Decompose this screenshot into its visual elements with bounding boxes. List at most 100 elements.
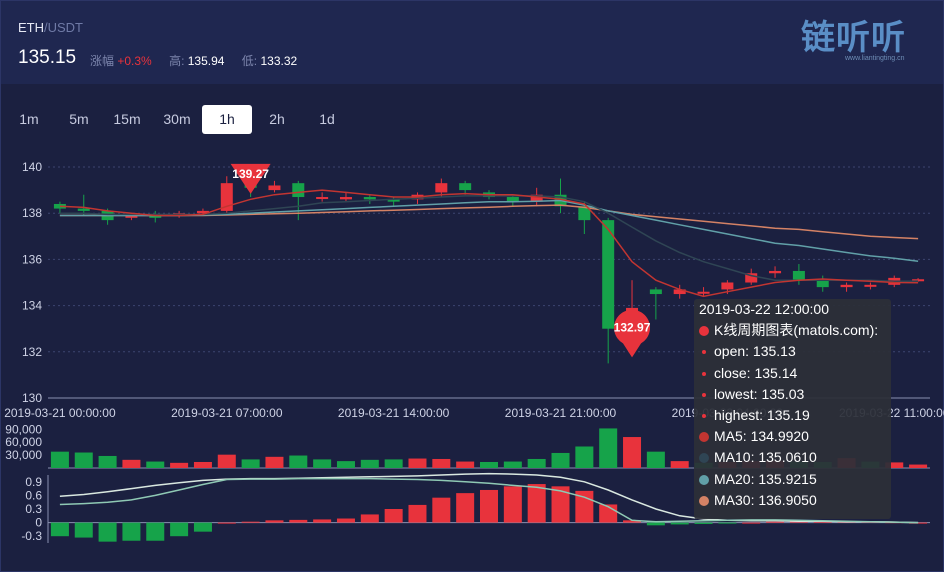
volume-bar <box>480 461 498 468</box>
time-axis-label: 2019-03-21 00:00:00 <box>4 406 116 420</box>
tooltip-ma30: MA30: 136.9050 <box>699 490 891 511</box>
price-axis-label: 132 <box>22 345 42 359</box>
macd-bar <box>360 514 379 523</box>
tooltip-title: 2019-03-22 12:00:00 <box>699 301 829 317</box>
candle-body <box>769 270 782 274</box>
tab-15m[interactable]: 15m <box>113 111 141 127</box>
volume-bar <box>241 459 260 468</box>
candle-body <box>268 185 281 191</box>
volume-bar <box>336 461 355 468</box>
candle-body <box>506 197 519 202</box>
volume-bar <box>885 462 904 468</box>
volume-bar <box>265 456 284 468</box>
macd-axis-label: 0 <box>35 516 42 530</box>
macd-bar <box>503 486 522 523</box>
candle-body <box>196 210 209 214</box>
volume-axis-label: 30,000 <box>5 448 42 462</box>
macd-bar <box>98 522 117 542</box>
candle-body <box>578 206 591 221</box>
tooltip-open: open: 135.13 <box>699 341 891 362</box>
ma5-line <box>59 189 919 298</box>
tooltip-ma5-text: MA5: 134.9920 <box>714 428 809 445</box>
brand-logo: 链听听 www.liantingting.cn <box>801 21 933 69</box>
min-price-label: 132.97 <box>614 320 651 334</box>
volume-axis-label: 90,000 <box>5 422 42 436</box>
candle-body <box>816 280 829 288</box>
volume-bar <box>408 458 427 468</box>
min-price-pin-icon <box>614 309 651 358</box>
macd-bar <box>670 522 689 525</box>
tooltip-ma30-text: MA30: 136.9050 <box>714 491 817 508</box>
candle-body <box>912 279 925 282</box>
macd-bar <box>217 522 236 524</box>
tab-2h[interactable]: 2h <box>269 111 285 127</box>
header: ETH/USDT 135.15 涨幅 +0.3% 高: 135.94 低: 13… <box>1 1 943 84</box>
macd-bar <box>480 489 498 523</box>
candle-body <box>721 282 734 290</box>
macd-bar <box>241 521 260 523</box>
bullet-icon <box>702 392 706 397</box>
macd-bar <box>408 504 427 523</box>
macd-bar <box>527 484 546 523</box>
volume-bar <box>909 464 928 468</box>
volume-bar <box>503 461 522 468</box>
logo-url: www.liantingting.cn <box>845 55 905 62</box>
macd-bar <box>432 497 451 523</box>
volume-bar <box>456 461 475 468</box>
volume-bar <box>575 446 594 468</box>
tooltip-ma5: MA5: 134.9920 <box>699 426 891 447</box>
volume-bar <box>432 458 451 468</box>
macd-bar <box>718 522 737 524</box>
candle-body <box>435 183 448 193</box>
price-axis-label: 136 <box>22 252 42 266</box>
candle-body <box>864 284 877 287</box>
tab-1m[interactable]: 1m <box>19 111 39 127</box>
tab-1d[interactable]: 1d <box>319 111 335 127</box>
tooltip-ma10-text: MA10: 135.0610 <box>714 449 817 466</box>
volume-bar <box>122 459 141 468</box>
bullet-icon <box>702 350 706 355</box>
macd-bar <box>170 522 189 537</box>
candle-body <box>673 289 686 295</box>
time-axis-label: 2019-03-21 21:00:00 <box>505 406 617 420</box>
tab-5m[interactable]: 5m <box>69 111 89 127</box>
tooltip-close: close: 135.14 <box>699 363 891 384</box>
tab-1h[interactable]: 1h <box>202 105 252 134</box>
time-axis-label: 2019-03-21 14:00:00 <box>338 406 450 420</box>
macd-bar <box>122 522 141 541</box>
macd-bar <box>193 522 212 532</box>
candle-body <box>149 215 162 218</box>
tooltip-close-text: close: 135.14 <box>714 364 798 381</box>
candle-body <box>745 273 758 283</box>
volume-bar <box>98 455 117 468</box>
candle-body <box>530 194 543 202</box>
ma30-dot-icon <box>699 495 709 506</box>
series-dot-icon <box>699 326 709 337</box>
macd-bar <box>456 493 475 523</box>
tooltip-series: K线周期图表(matols.com): <box>699 320 891 341</box>
candle-body <box>840 284 853 288</box>
bullet-icon <box>702 371 706 376</box>
high-value: 135.94 <box>187 54 225 68</box>
bullet-icon <box>702 413 706 418</box>
change-label: 涨幅 <box>90 54 115 68</box>
macd-bar <box>694 522 713 524</box>
price-axis-label: 130 <box>22 391 42 405</box>
logo-text: 链听听 <box>801 19 906 57</box>
candle-body <box>792 270 805 281</box>
volume-bar <box>170 462 189 468</box>
candle-body <box>363 197 376 200</box>
tab-30m[interactable]: 30m <box>163 111 191 127</box>
macd-bar <box>313 519 332 523</box>
price-axis-label: 140 <box>22 160 42 174</box>
volume-bar <box>313 459 332 468</box>
candle-body <box>649 289 662 295</box>
ma20-line <box>59 199 919 262</box>
macd-axis-label: 0.9 <box>25 475 42 489</box>
volume-bar <box>599 428 618 468</box>
candle-body <box>77 208 90 211</box>
chart-tooltip: 2019-03-22 12:00:00 K线周期图表(matols.com): … <box>694 299 891 519</box>
tooltip-lowest-text: lowest: 135.03 <box>714 385 805 402</box>
volume-bar <box>289 455 308 468</box>
